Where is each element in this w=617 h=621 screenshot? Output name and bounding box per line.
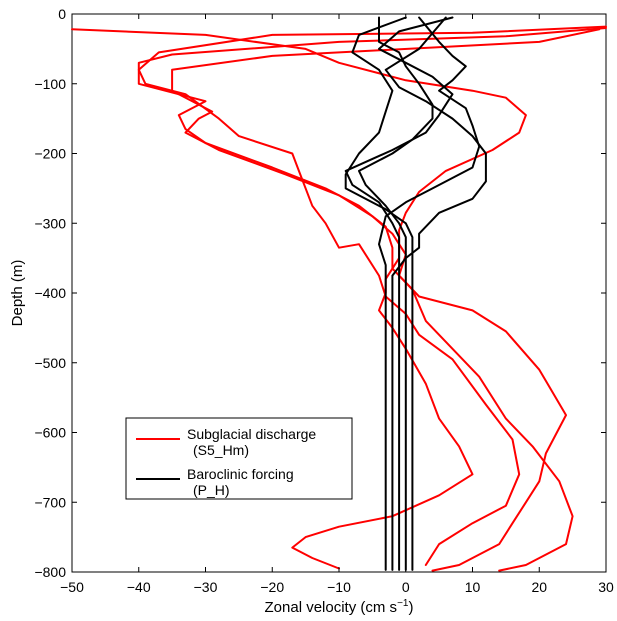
x-axis-label-close: ) xyxy=(408,599,413,616)
y-tick-label: −700 xyxy=(34,494,66,510)
x-tick-label: −10 xyxy=(327,579,351,595)
legend-label-baroclinic-line2: (P_H) xyxy=(193,482,230,498)
y-axis-label: Depth (m) xyxy=(9,260,26,327)
y-tick-label: −300 xyxy=(34,215,66,231)
x-tick-label: 0 xyxy=(402,579,410,595)
legend-label-subglacial-line1: Subglacial discharge xyxy=(187,426,316,442)
y-tick-label: −100 xyxy=(34,76,66,92)
y-tick-label: −400 xyxy=(34,285,66,301)
legend: Subglacial discharge (S5_Hm) Baroclinic … xyxy=(126,418,352,499)
x-tick-label: 30 xyxy=(598,579,614,595)
x-tick-label: 20 xyxy=(531,579,547,595)
y-tick-label: −800 xyxy=(34,564,66,580)
x-tick-label: −40 xyxy=(127,579,151,595)
legend-label-subglacial-line2: (S5_Hm) xyxy=(193,442,249,458)
y-tick-label: −500 xyxy=(34,355,66,371)
x-tick-label: −30 xyxy=(194,579,218,595)
y-tick-label: 0 xyxy=(58,6,66,22)
legend-label-baroclinic-line1: Baroclinic forcing xyxy=(187,466,294,482)
y-tick-label: −600 xyxy=(34,425,66,441)
x-tick-label: −50 xyxy=(60,579,84,595)
y-tick-label: −200 xyxy=(34,146,66,162)
x-axis-label-exponent: −1 xyxy=(397,598,409,609)
x-tick-label: −20 xyxy=(260,579,284,595)
x-axis-label: Zonal velocity (cm s−1) xyxy=(265,598,414,616)
x-tick-label: 10 xyxy=(465,579,481,595)
